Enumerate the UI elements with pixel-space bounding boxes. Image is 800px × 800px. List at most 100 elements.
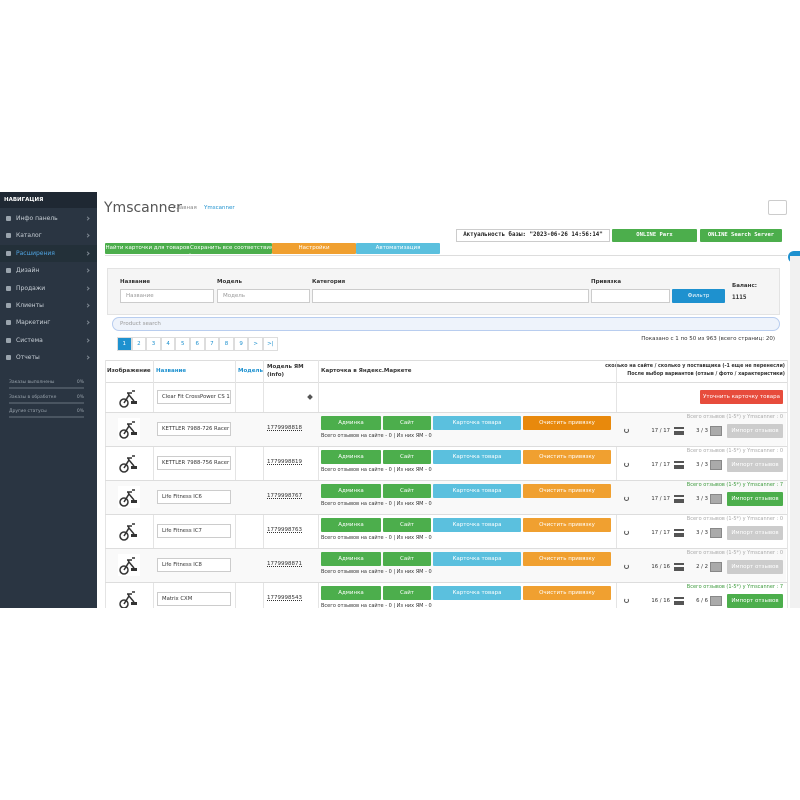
page-link[interactable]: 8 (219, 337, 234, 351)
refresh-icon[interactable] (624, 530, 629, 535)
name-input[interactable]: Life Fitness IC7 (157, 524, 231, 538)
list-icon[interactable] (674, 495, 684, 503)
filter-input[interactable]: Название (120, 289, 214, 303)
page-link[interactable]: 9 (233, 337, 249, 351)
online-button[interactable]: ONLINE Search Server (700, 229, 782, 242)
tab[interactable]: Автоматизация (356, 243, 440, 254)
nav-item[interactable]: Инфо панель (16, 215, 58, 222)
nav-item[interactable]: Расширения (16, 249, 55, 257)
page-link[interactable]: 4 (160, 337, 176, 351)
filter-button[interactable]: Фильтр (672, 289, 725, 303)
image-icon[interactable] (710, 494, 722, 504)
list-icon[interactable] (674, 461, 684, 469)
refresh-icon[interactable] (624, 428, 629, 433)
action-button[interactable]: Очистить привязку (523, 450, 611, 464)
image-icon[interactable] (710, 460, 722, 470)
category-select[interactable] (312, 289, 589, 303)
action-button[interactable]: Сайт (383, 450, 431, 464)
breadcrumb-item[interactable]: Главная (173, 205, 197, 211)
action-button[interactable]: Сайт (383, 416, 431, 430)
name-input[interactable]: Life Fitness IC6 (157, 490, 231, 504)
variants-count: 3 / 3 (696, 530, 708, 536)
back-button[interactable] (768, 200, 787, 215)
page-link[interactable]: 5 (175, 337, 190, 351)
online-button[interactable]: ONLINE Parx (612, 229, 697, 242)
name-input[interactable]: Clear Fit CrossPower CS 1 (157, 390, 231, 404)
refresh-icon[interactable] (624, 462, 629, 467)
page-link[interactable]: 6 (190, 337, 205, 351)
action-button[interactable]: Карточка товара (433, 552, 521, 566)
search-input[interactable]: Product search (112, 317, 780, 331)
list-icon[interactable] (674, 529, 684, 537)
action-button[interactable]: Админка (321, 416, 381, 430)
image-icon[interactable] (710, 426, 722, 436)
image-icon[interactable] (710, 562, 722, 572)
product-image (118, 520, 140, 542)
action-button[interactable]: Очистить привязку (523, 586, 611, 600)
page-link[interactable]: 7 (204, 337, 220, 351)
name-input[interactable]: KETTLER 7988-756 Racer (157, 456, 231, 470)
action-button[interactable]: Сайт (383, 518, 431, 532)
action-button[interactable]: Очистить привязку (523, 552, 611, 566)
action-button[interactable]: Очистить привязку (523, 518, 611, 532)
import-button[interactable]: Импорт отзывов (727, 594, 783, 608)
nav-item[interactable]: Система (16, 336, 43, 344)
action-button[interactable]: Карточка товара (433, 586, 521, 600)
import-button[interactable]: Импорт отзывов (727, 424, 783, 438)
import-button[interactable]: Импорт отзывов (727, 526, 783, 540)
action-button[interactable]: Админка (321, 450, 381, 464)
nav-item[interactable]: Каталог (16, 232, 42, 240)
breadcrumb-item[interactable]: Ymscanner (204, 205, 235, 211)
refresh-icon[interactable] (624, 564, 629, 569)
nav-item[interactable]: Маркетинг (16, 319, 51, 327)
page-link[interactable]: 1 (117, 337, 132, 351)
tab[interactable]: Настройки (272, 243, 356, 254)
page-link[interactable]: 2 (131, 337, 147, 351)
filter-input[interactable]: Модель (217, 289, 310, 303)
import-button[interactable]: Импорт отзывов (727, 560, 783, 574)
tab[interactable]: Найти карточки для товаров (105, 243, 190, 254)
model-ym-link[interactable]: 1779998543 (267, 595, 302, 601)
action-button[interactable]: Админка (321, 484, 381, 498)
nav-item[interactable]: Клиенты (16, 302, 44, 309)
action-button[interactable]: Админка (321, 586, 381, 600)
binding-select[interactable] (591, 289, 670, 303)
action-button[interactable]: Карточка товара (433, 416, 521, 430)
image-icon[interactable] (710, 596, 722, 606)
nav-item[interactable]: Отчеты (16, 354, 40, 362)
action-button[interactable]: Сайт (383, 484, 431, 498)
refine-button[interactable]: Уточнить карточку товара (700, 390, 783, 404)
import-button[interactable]: Импорт отзывов (727, 492, 783, 506)
action-button[interactable]: Карточка товара (433, 484, 521, 498)
import-button[interactable]: Импорт отзывов (727, 458, 783, 472)
action-button[interactable]: Сайт (383, 586, 431, 600)
action-button[interactable]: Карточка товара (433, 450, 521, 464)
page-link[interactable]: 3 (146, 337, 161, 351)
action-button[interactable]: Очистить привязку (523, 416, 611, 430)
action-button[interactable]: Сайт (383, 552, 431, 566)
model-ym-link[interactable]: 1779998818 (267, 425, 302, 431)
refresh-icon[interactable] (624, 598, 629, 603)
page-link[interactable]: > (248, 337, 263, 351)
name-input[interactable]: Life Fitness IC8 (157, 558, 231, 572)
model-ym-link[interactable]: 1779998871 (267, 561, 302, 567)
nav-item[interactable]: Продажи (16, 284, 46, 292)
name-input[interactable]: KETTLER 7988-726 Racer (157, 422, 231, 436)
nav-item[interactable]: Дизайн (16, 267, 40, 275)
model-ym-link[interactable]: 1779998767 (267, 493, 302, 499)
action-button[interactable]: Админка (321, 518, 381, 532)
list-icon[interactable] (674, 427, 684, 435)
refresh-icon[interactable] (624, 496, 629, 501)
model-ym-link[interactable]: 1779998763 (267, 527, 302, 533)
page-link[interactable]: >| (263, 337, 278, 351)
action-button[interactable]: Карточка товара (433, 518, 521, 532)
tab[interactable]: Сохранить все соответствия (190, 243, 273, 254)
action-button[interactable]: Очистить привязку (523, 484, 611, 498)
model-ym-link[interactable]: 1779998819 (267, 459, 302, 465)
product-image (118, 588, 140, 608)
list-icon[interactable] (674, 563, 684, 571)
list-icon[interactable] (674, 597, 684, 605)
image-icon[interactable] (710, 528, 722, 538)
action-button[interactable]: Админка (321, 552, 381, 566)
name-input[interactable]: Matrix CXM (157, 592, 231, 606)
